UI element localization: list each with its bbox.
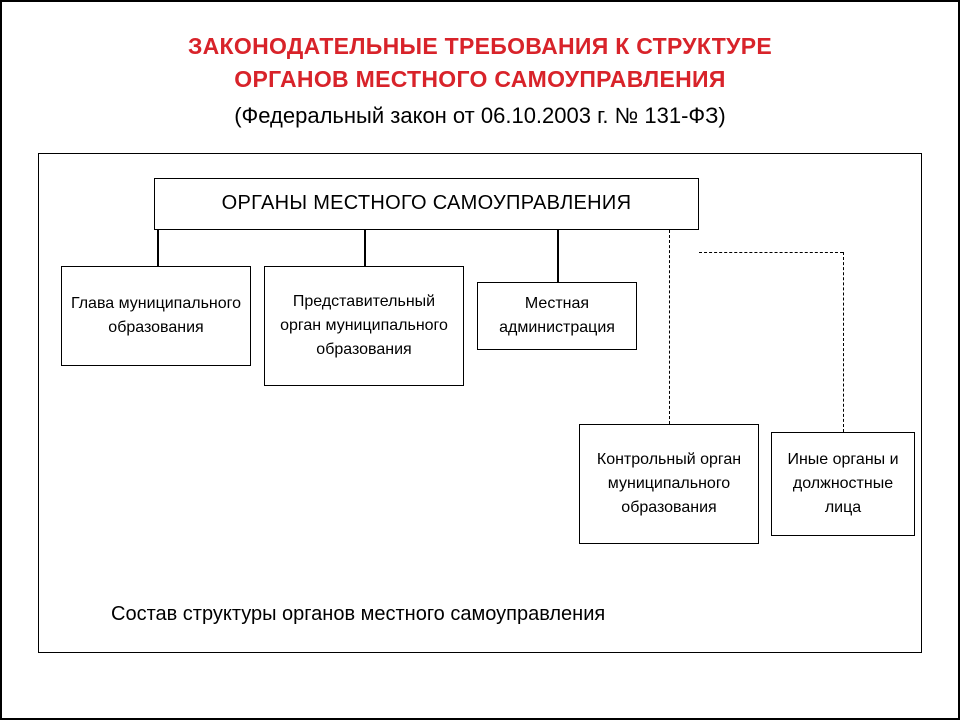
node-label: Иные органы и должностные лица	[780, 448, 906, 520]
node-label: Контрольный орган муниципального образов…	[588, 448, 750, 520]
title-block: ЗАКОНОДАТЕЛЬНЫЕ ТРЕБОВАНИЯ К СТРУКТУРЕ О…	[2, 2, 958, 137]
node-local-administration: Местная администрация	[477, 282, 637, 350]
outer-frame: ЗАКОНОДАТЕЛЬНЫЕ ТРЕБОВАНИЯ К СТРУКТУРЕ О…	[0, 0, 960, 720]
node-representative-body: Представительный орган муниципального об…	[264, 266, 464, 386]
node-head-municipality: Глава муниципального образования	[61, 266, 251, 366]
node-other-bodies: Иные органы и должностные лица	[771, 432, 915, 536]
node-label: Представительный орган муниципального об…	[273, 290, 455, 362]
edge-n2	[364, 230, 366, 266]
title-line1: ЗАКОНОДАТЕЛЬНЫЕ ТРЕБОВАНИЯ К СТРУКТУРЕ	[42, 30, 918, 63]
edge-n4	[669, 230, 670, 424]
edge-n3	[557, 230, 559, 282]
node-label: Глава муниципального образования	[70, 292, 242, 340]
title-line2: ОРГАНОВ МЕСТНОГО САМОУПРАВЛЕНИЯ	[42, 63, 918, 96]
root-label: ОРГАНЫ МЕСТНОГО САМОУПРАВЛЕНИЯ	[222, 192, 632, 215]
node-control-body: Контрольный орган муниципального образов…	[579, 424, 759, 544]
edge-n1	[157, 230, 159, 266]
title-subtitle: (Федеральный закон от 06.10.2003 г. № 13…	[42, 103, 918, 129]
caption: Состав структуры органов местного самоуп…	[111, 603, 605, 626]
inner-frame: ОРГАНЫ МЕСТНОГО САМОУПРАВЛЕНИЯ Глава мун…	[38, 153, 922, 653]
edge-n5-drop	[843, 252, 844, 432]
root-node: ОРГАНЫ МЕСТНОГО САМОУПРАВЛЕНИЯ	[154, 178, 699, 230]
edge-n5-lead	[699, 252, 843, 253]
node-label: Местная администрация	[486, 292, 628, 340]
